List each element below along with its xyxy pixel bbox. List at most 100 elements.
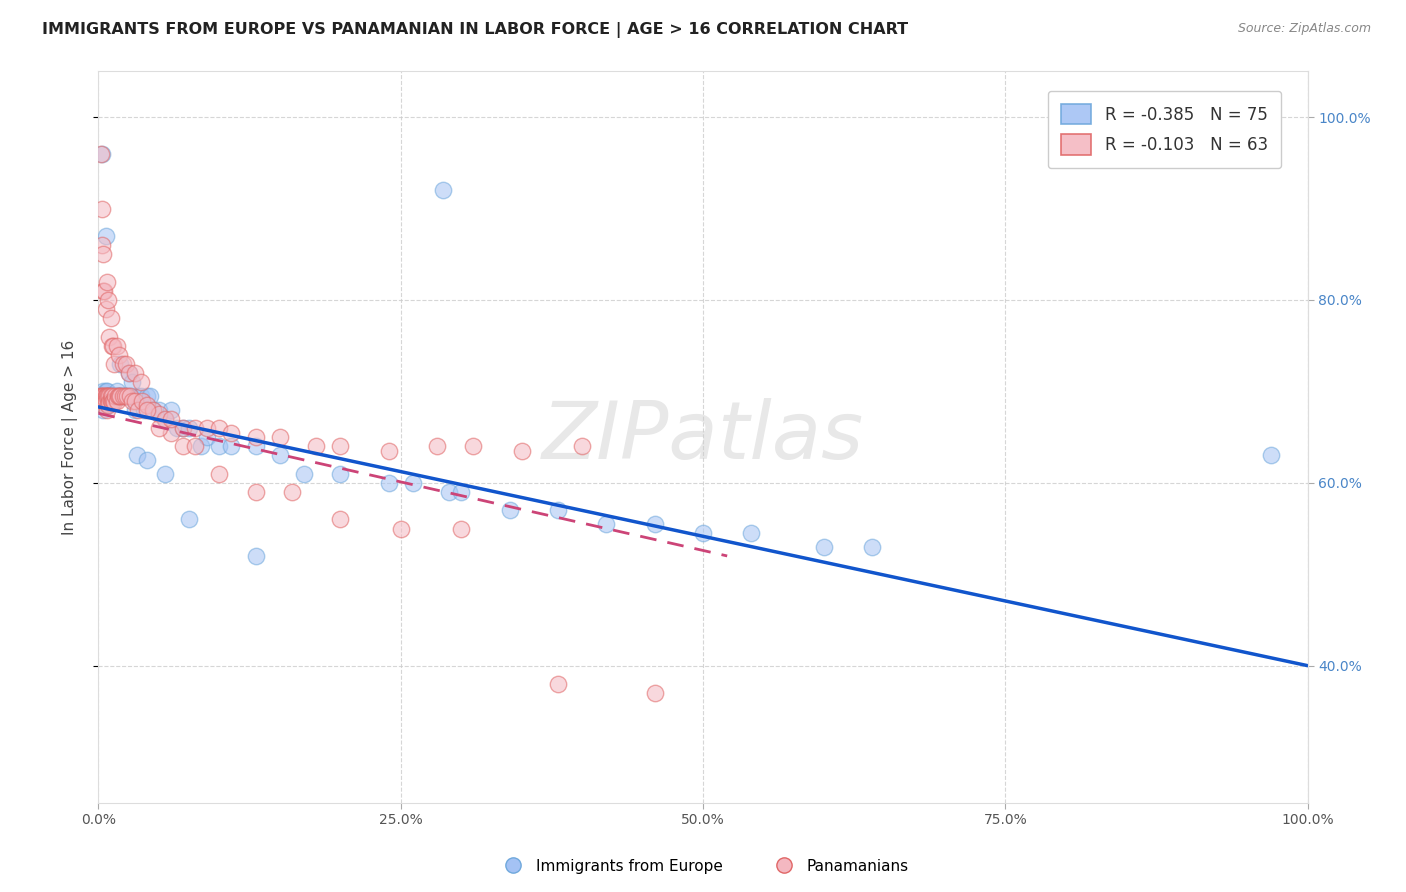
Point (91, 284, 114, 298)
Text: Source: ZipAtlas.com: Source: ZipAtlas.com (1237, 22, 1371, 36)
Point (91, 389, 114, 403)
Point (172, 421, 194, 435)
Point (118, 366, 141, 380)
Point (245, 430, 267, 444)
Point (91, 393, 114, 408)
Point (118, 389, 141, 403)
Point (91, 389, 114, 403)
Point (90, 398, 112, 412)
Point (94, 389, 117, 403)
Point (98, 389, 121, 403)
Y-axis label: In Labor Force | Age > 16: In Labor Force | Age > 16 (62, 340, 77, 534)
Point (142, 402, 165, 417)
Point (142, 402, 165, 417)
Point (118, 366, 141, 380)
Point (107, 389, 129, 403)
Point (195, 430, 218, 444)
Point (644, 686, 666, 700)
Point (450, 485, 472, 500)
Point (101, 389, 124, 403)
Point (127, 449, 149, 463)
Point (100, 393, 122, 408)
Point (111, 389, 134, 403)
Point (281, 485, 304, 500)
Point (148, 421, 170, 435)
Point (172, 439, 194, 453)
Point (245, 485, 267, 500)
Point (90, 393, 112, 408)
Point (100, 339, 122, 353)
Point (108, 389, 131, 403)
Point (96, 384, 118, 399)
Point (160, 411, 183, 425)
Point (195, 421, 218, 435)
Point (90, 146, 112, 161)
Point (96, 402, 118, 417)
Point (740, 526, 762, 541)
Point (450, 521, 472, 535)
Point (94, 389, 117, 403)
Point (153, 467, 176, 481)
Point (96, 389, 118, 403)
Point (103, 357, 125, 371)
Legend: Immigrants from Europe, Panamanians: Immigrants from Europe, Panamanians (491, 853, 915, 880)
Point (91, 393, 114, 408)
Point (97, 389, 120, 403)
Point (135, 398, 157, 412)
Point (329, 467, 352, 481)
Point (98, 393, 121, 408)
Point (91, 202, 114, 216)
Point (124, 393, 146, 408)
Point (91, 238, 114, 252)
Point (510, 443, 533, 458)
Point (595, 516, 617, 531)
Point (148, 407, 170, 421)
Point (172, 421, 194, 435)
Point (135, 453, 157, 467)
Point (166, 421, 188, 435)
Point (135, 402, 157, 417)
Point (107, 389, 129, 403)
Point (208, 467, 231, 481)
Point (208, 421, 231, 435)
Point (377, 443, 399, 458)
Point (148, 402, 170, 417)
Point (245, 439, 267, 453)
Point (100, 311, 122, 326)
Point (110, 389, 132, 403)
Point (329, 439, 352, 453)
Point (94, 393, 117, 408)
Point (103, 389, 125, 403)
Point (96, 275, 118, 289)
Point (91, 247, 114, 261)
Point (305, 439, 328, 453)
Point (139, 389, 162, 403)
Point (101, 393, 124, 408)
Point (91, 398, 114, 412)
Point (93, 389, 115, 403)
Point (114, 389, 136, 403)
Point (89, 389, 111, 403)
Point (547, 677, 569, 691)
Point (135, 389, 157, 403)
Point (105, 389, 128, 403)
Point (98, 389, 121, 403)
Point (463, 439, 485, 453)
Point (860, 540, 883, 554)
Point (120, 389, 142, 403)
Point (269, 430, 291, 444)
Point (98, 389, 121, 403)
Point (98, 395, 121, 409)
Point (117, 389, 139, 403)
Point (498, 503, 520, 517)
Point (111, 389, 134, 403)
Point (121, 393, 143, 408)
Point (644, 516, 666, 531)
Point (91, 389, 114, 403)
Point (94, 384, 117, 399)
Point (127, 389, 149, 403)
Point (94, 393, 117, 408)
Point (153, 411, 176, 425)
Point (571, 439, 593, 453)
Point (93, 389, 115, 403)
